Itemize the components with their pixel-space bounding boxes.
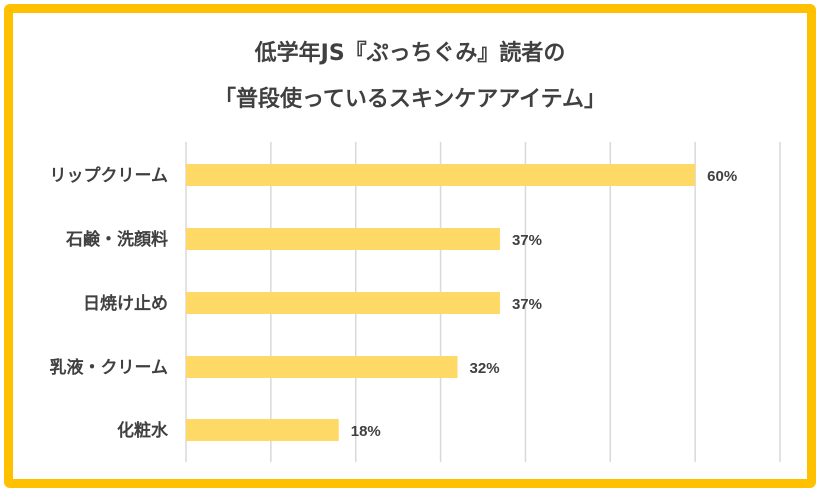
category-label: 乳液・クリーム [50,357,169,378]
bars [186,164,696,441]
chart-title-line-1: 低学年JS『ぷっちぐみ』読者の [254,41,566,66]
value-label: 60% [707,168,737,185]
category-label: リップクリーム [50,165,169,186]
bar [186,164,696,186]
value-label: 32% [470,360,500,377]
category-label: 日焼け止め [83,293,168,314]
value-label: 37% [512,232,542,249]
labels: リップクリーム 60% 石鹸・洗顔料 37% 日焼け止め 37% 乳液・クリーム 32% 化粧水… [50,165,738,441]
value-label: 18% [351,423,381,440]
chart-title-line-2: 「普段使っているスキンケアアイテム」 [213,87,607,112]
category-label: 化粧水 [117,420,169,441]
bar [186,419,339,441]
bar [186,228,500,250]
bar [186,356,458,378]
bar [186,292,500,314]
category-label: 石鹸・洗顔料 [65,229,168,250]
value-label: 37% [512,296,542,313]
